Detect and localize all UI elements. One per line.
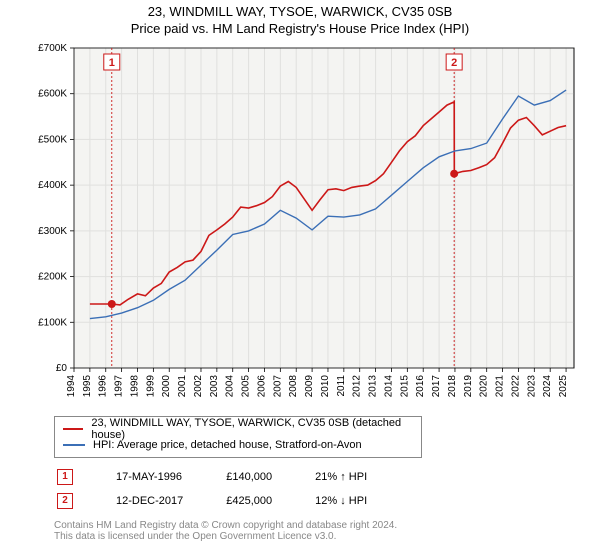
- sale-marker-icon: 1: [57, 469, 73, 485]
- svg-text:2022: 2022: [510, 375, 521, 398]
- svg-text:1998: 1998: [129, 375, 140, 398]
- svg-text:2003: 2003: [209, 375, 220, 398]
- svg-text:2019: 2019: [463, 375, 474, 398]
- legend-swatch: [63, 428, 83, 430]
- svg-text:£400K: £400K: [38, 180, 67, 191]
- legend-swatch: [63, 444, 85, 446]
- sales-table: 1 17-MAY-1996 £140,000 21% ↑ HPI 2 12-DE…: [54, 464, 409, 514]
- svg-text:2013: 2013: [368, 375, 379, 398]
- svg-text:2021: 2021: [495, 375, 506, 398]
- svg-text:2000: 2000: [161, 375, 172, 398]
- sale-date: 12-DEC-2017: [115, 490, 223, 512]
- svg-text:2018: 2018: [447, 375, 458, 398]
- svg-text:2023: 2023: [526, 375, 537, 398]
- svg-text:2024: 2024: [542, 375, 553, 398]
- sale-diff: 12% ↓ HPI: [314, 490, 407, 512]
- legend: 23, WINDMILL WAY, TYSOE, WARWICK, CV35 0…: [54, 416, 422, 458]
- svg-text:£700K: £700K: [38, 43, 67, 54]
- svg-text:1994: 1994: [66, 375, 77, 398]
- svg-text:2016: 2016: [415, 375, 426, 398]
- svg-text:2020: 2020: [479, 375, 490, 398]
- legend-item: 23, WINDMILL WAY, TYSOE, WARWICK, CV35 0…: [63, 421, 413, 437]
- page: 23, WINDMILL WAY, TYSOE, WARWICK, CV35 0…: [0, 0, 600, 542]
- svg-text:£600K: £600K: [38, 89, 67, 100]
- svg-text:2005: 2005: [241, 375, 252, 398]
- title-address: 23, WINDMILL WAY, TYSOE, WARWICK, CV35 0…: [0, 4, 600, 19]
- table-row: 2 12-DEC-2017 £425,000 12% ↓ HPI: [56, 490, 407, 512]
- sale-marker-icon: 2: [57, 493, 73, 509]
- footer-line: This data is licensed under the Open Gov…: [54, 531, 580, 542]
- svg-text:2017: 2017: [431, 375, 442, 398]
- svg-text:1: 1: [109, 57, 115, 69]
- svg-text:2006: 2006: [256, 375, 267, 398]
- svg-text:£100K: £100K: [38, 317, 67, 328]
- svg-text:2002: 2002: [193, 375, 204, 398]
- svg-text:1995: 1995: [82, 375, 93, 398]
- svg-text:2025: 2025: [558, 375, 569, 398]
- table-row: 1 17-MAY-1996 £140,000 21% ↑ HPI: [56, 466, 407, 488]
- svg-text:2009: 2009: [304, 375, 315, 398]
- title-block: 23, WINDMILL WAY, TYSOE, WARWICK, CV35 0…: [0, 0, 600, 36]
- svg-text:£500K: £500K: [38, 134, 67, 145]
- svg-text:2011: 2011: [336, 375, 347, 397]
- svg-text:2012: 2012: [352, 375, 363, 398]
- svg-text:2008: 2008: [288, 375, 299, 398]
- svg-text:2: 2: [451, 57, 457, 69]
- title-subtitle: Price paid vs. HM Land Registry's House …: [0, 21, 600, 36]
- svg-text:2015: 2015: [399, 375, 410, 398]
- sale-diff: 21% ↑ HPI: [314, 466, 407, 488]
- svg-text:1999: 1999: [145, 375, 156, 398]
- svg-text:1996: 1996: [98, 375, 109, 398]
- legend-item: HPI: Average price, detached house, Stra…: [63, 437, 413, 453]
- chart-svg: £0 £100K £200K £300K £400K £500K £600K £700K 199…: [20, 40, 580, 410]
- svg-text:2010: 2010: [320, 375, 331, 398]
- sale-price: £425,000: [225, 490, 312, 512]
- svg-text:2014: 2014: [383, 375, 394, 398]
- svg-text:1997: 1997: [114, 375, 125, 398]
- svg-text:£200K: £200K: [38, 272, 67, 283]
- svg-text:2004: 2004: [225, 375, 236, 398]
- footer-line: Contains HM Land Registry data © Crown c…: [54, 520, 580, 531]
- sale-date: 17-MAY-1996: [115, 466, 223, 488]
- svg-text:2001: 2001: [177, 375, 188, 398]
- legend-label: HPI: Average price, detached house, Stra…: [93, 439, 362, 451]
- svg-text:£0: £0: [56, 363, 68, 374]
- svg-text:2007: 2007: [272, 375, 283, 398]
- sale-price: £140,000: [225, 466, 312, 488]
- footer: Contains HM Land Registry data © Crown c…: [54, 520, 580, 542]
- chart: £0 £100K £200K £300K £400K £500K £600K £700K 199…: [20, 40, 580, 410]
- svg-text:£300K: £300K: [38, 226, 67, 237]
- legend-label: 23, WINDMILL WAY, TYSOE, WARWICK, CV35 0…: [91, 417, 413, 441]
